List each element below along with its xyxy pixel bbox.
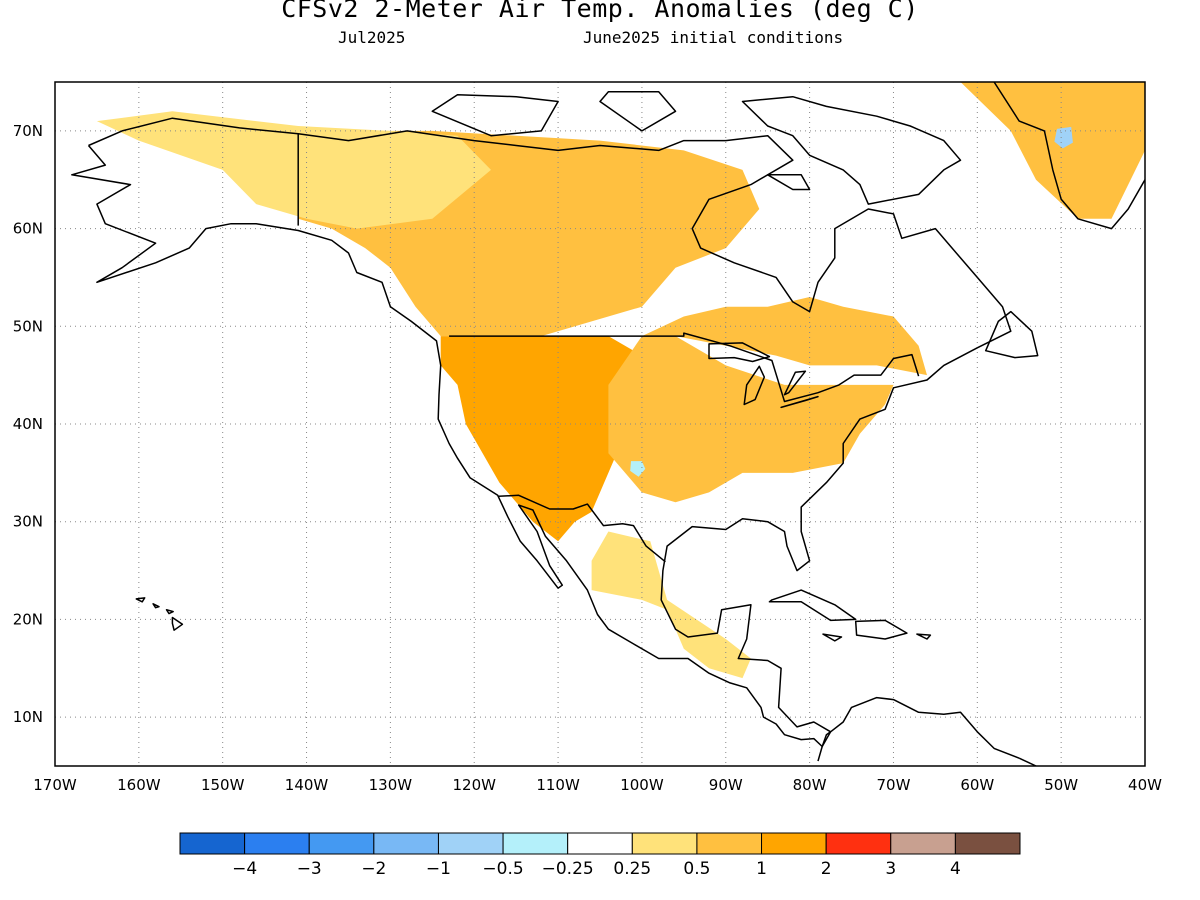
colorbar-swatch xyxy=(567,832,633,855)
colorbar-swatch xyxy=(631,832,698,855)
jamaica xyxy=(822,633,843,642)
lake-huron xyxy=(783,370,807,396)
lon-label: 130W xyxy=(369,776,413,794)
lake-erie xyxy=(780,395,819,409)
mainland-coast xyxy=(88,117,1020,759)
pacific-coast xyxy=(71,145,832,748)
map-title: CFSv2 2-Meter Air Temp. Anomalies (deg C… xyxy=(281,0,919,23)
colorbar-swatch xyxy=(761,832,827,855)
colorbar-label: 0.5 xyxy=(683,859,710,879)
alaska-slight-warm-region xyxy=(96,111,492,229)
lake-michigan xyxy=(743,365,766,406)
colorbar-label: 1 xyxy=(756,859,767,879)
newfoundland xyxy=(984,310,1039,359)
cuba xyxy=(768,589,857,622)
greenland-warm-region xyxy=(960,82,1145,219)
colorbar-swatch xyxy=(244,832,310,855)
colorbar-swatch xyxy=(954,832,1021,855)
lon-label: 100W xyxy=(620,776,664,794)
puerto-rico xyxy=(916,633,932,640)
lat-lon-grid xyxy=(55,82,1145,766)
colorbar-label: −4 xyxy=(232,859,257,879)
southern-mexico-warm-region xyxy=(591,531,751,679)
valid-month: Jul2025 xyxy=(338,28,406,47)
colorbar-label: −1 xyxy=(426,859,451,879)
colorbar-label: −0.5 xyxy=(482,859,523,879)
colorbar-labels: −4 −3 −2 −1 −0.5 −0.25 0.25 0.5 1 2 3 4 xyxy=(232,859,961,879)
lon-label: 170W xyxy=(33,776,77,794)
colorbar-swatch xyxy=(308,832,375,855)
colorbar-label: −3 xyxy=(297,859,322,879)
lat-label: 70N xyxy=(13,122,43,140)
longitude-labels: 170W 160W 150W 140W 130W 120W 110W 100W 90W 80W 70… xyxy=(33,776,1162,794)
us-canada-border xyxy=(449,332,920,403)
hawaii-island-2 xyxy=(152,603,160,609)
hawaii-island-4 xyxy=(171,616,184,631)
lon-label: 80W xyxy=(793,776,827,794)
greenland-coast xyxy=(992,82,1145,230)
hawaii-island-1 xyxy=(135,597,146,603)
anomaly-shading xyxy=(96,82,1145,679)
lon-label: 110W xyxy=(536,776,580,794)
initial-conditions: June2025 initial conditions xyxy=(583,28,844,47)
colorbar xyxy=(179,832,1021,855)
lat-label: 50N xyxy=(13,317,43,335)
hawaii-island-3 xyxy=(165,608,174,615)
western-us-warm-region xyxy=(440,336,659,542)
arctic-island-2 xyxy=(431,93,559,137)
arctic-island-1 xyxy=(599,91,677,132)
colorbar-swatch xyxy=(890,832,956,855)
colorbar-label: 2 xyxy=(821,859,832,879)
lat-label: 10N xyxy=(13,708,43,726)
colorbar-swatch xyxy=(373,832,439,855)
map-frame xyxy=(54,81,1146,767)
southampton-island xyxy=(766,174,811,191)
colorbar-label: −0.25 xyxy=(542,859,594,879)
colorbar-label: 3 xyxy=(885,859,896,879)
lon-label: 120W xyxy=(452,776,496,794)
coastlines xyxy=(71,82,1145,766)
greenland-cool-spot-region xyxy=(1054,126,1073,149)
colorbar-label: 4 xyxy=(950,859,961,879)
latitude-labels: 70N 60N 50N 40N 30N 20N 10N xyxy=(13,122,43,726)
lon-label: 90W xyxy=(709,776,743,794)
colorbar-swatch xyxy=(825,832,892,855)
colorbar-label: 0.25 xyxy=(613,859,651,879)
us-mexico-border xyxy=(498,494,666,563)
lat-label: 60N xyxy=(13,220,43,238)
lon-label: 40W xyxy=(1128,776,1162,794)
lon-label: 70W xyxy=(877,776,911,794)
lon-label: 160W xyxy=(117,776,161,794)
lon-label: 150W xyxy=(201,776,245,794)
lon-label: 50W xyxy=(1044,776,1078,794)
colorbar-swatch xyxy=(437,832,504,855)
lake-superior xyxy=(708,342,771,363)
lat-label: 40N xyxy=(13,415,43,433)
colorbar-swatch xyxy=(696,832,763,855)
guiana-coast xyxy=(1018,757,1037,766)
colorbar-swatch xyxy=(179,832,246,855)
colorbar-swatch xyxy=(502,832,569,855)
hispaniola xyxy=(854,619,908,640)
lon-label: 60W xyxy=(960,776,994,794)
lat-label: 30N xyxy=(13,513,43,531)
colorbar-label: −2 xyxy=(361,859,386,879)
lon-label: 140W xyxy=(285,776,329,794)
baffin-island xyxy=(741,95,962,205)
eastern-us-warm-region xyxy=(608,297,927,503)
lat-label: 20N xyxy=(13,610,43,628)
